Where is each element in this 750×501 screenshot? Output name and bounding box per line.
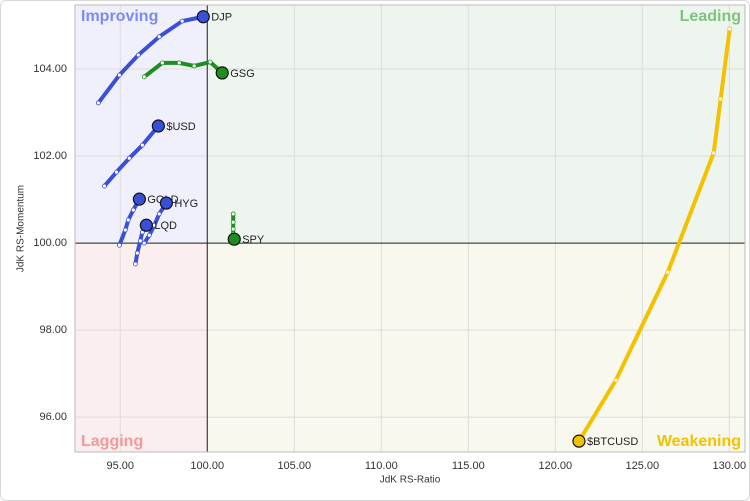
series-label: SPY [242,234,265,246]
trail-point [207,59,213,65]
trail-point [665,269,671,275]
y-tick-label: 100.00 [33,237,67,249]
x-tick-label: 120.00 [538,460,572,472]
trail-point [179,18,185,24]
trail-point [125,217,131,223]
x-axis-label: JdK RS-Ratio [380,475,441,486]
trail-point [95,100,101,106]
x-tick-label: 95.00 [106,460,134,472]
trail-point [132,261,138,267]
head-marker [139,218,153,232]
quadrant-label: Lagging [81,433,143,450]
x-tick-label: 100.00 [190,460,224,472]
trail-point [230,226,236,232]
trail-point [122,227,128,233]
series-label: HYG [174,198,198,210]
y-tick-label: 98.00 [39,324,67,336]
x-tick-label: 125.00 [625,460,659,472]
plot-frame [74,4,746,453]
trail-point [130,207,136,213]
head-marker [151,119,165,133]
series-label: DJP [211,12,232,24]
series-label: GSG [230,68,254,80]
trail-point [613,377,619,383]
trail [576,26,732,444]
trail-point [126,155,132,161]
series-label: $USD [166,121,195,133]
trail-point [102,183,107,189]
x-tick-label: 110.00 [365,460,398,472]
trail-point [116,72,122,78]
quadrant-background [207,243,745,452]
trail-point [116,242,122,248]
trail-point [134,250,140,256]
trail-point [711,150,717,156]
trail [96,14,206,105]
y-tick-label: 96.00 [39,411,67,423]
y-tick-label: 104.00 [33,63,67,75]
trail-point [139,142,145,148]
head-marker [132,192,146,206]
trail-point [156,34,162,40]
y-axis-label: JdK RS-Momentum [16,185,27,272]
trail-point [137,238,143,244]
x-tick-label: 105.00 [277,460,311,472]
trail-point [146,232,152,238]
head-marker [196,10,210,24]
quadrant-label: Improving [81,8,158,25]
trail-point [191,63,197,69]
quadrant-label: Weakening [657,433,741,450]
trail-point [141,74,147,80]
trail-point [135,52,141,58]
quadrant-background [207,5,745,244]
trail-point [159,60,165,66]
trail-point [141,240,147,246]
y-tick-label: 102.00 [33,150,67,162]
trail-point [718,96,724,102]
head-marker [215,66,229,80]
trail-point [176,60,182,66]
head-marker [572,434,586,448]
x-tick-label: 115.00 [452,460,485,472]
trail-point [230,219,236,225]
series-label: $BTCUSD [587,436,638,448]
trail-point [230,211,236,217]
trail [142,60,225,79]
trail-point [727,26,733,32]
x-tick-label: 130.00 [713,460,747,472]
head-marker [159,196,173,210]
quadrant-background [75,243,208,452]
series-label: LQD [154,220,177,232]
quadrant-label: Leading [680,8,741,25]
trail-point [156,211,162,217]
trail-point [114,169,119,175]
head-marker [227,232,241,246]
